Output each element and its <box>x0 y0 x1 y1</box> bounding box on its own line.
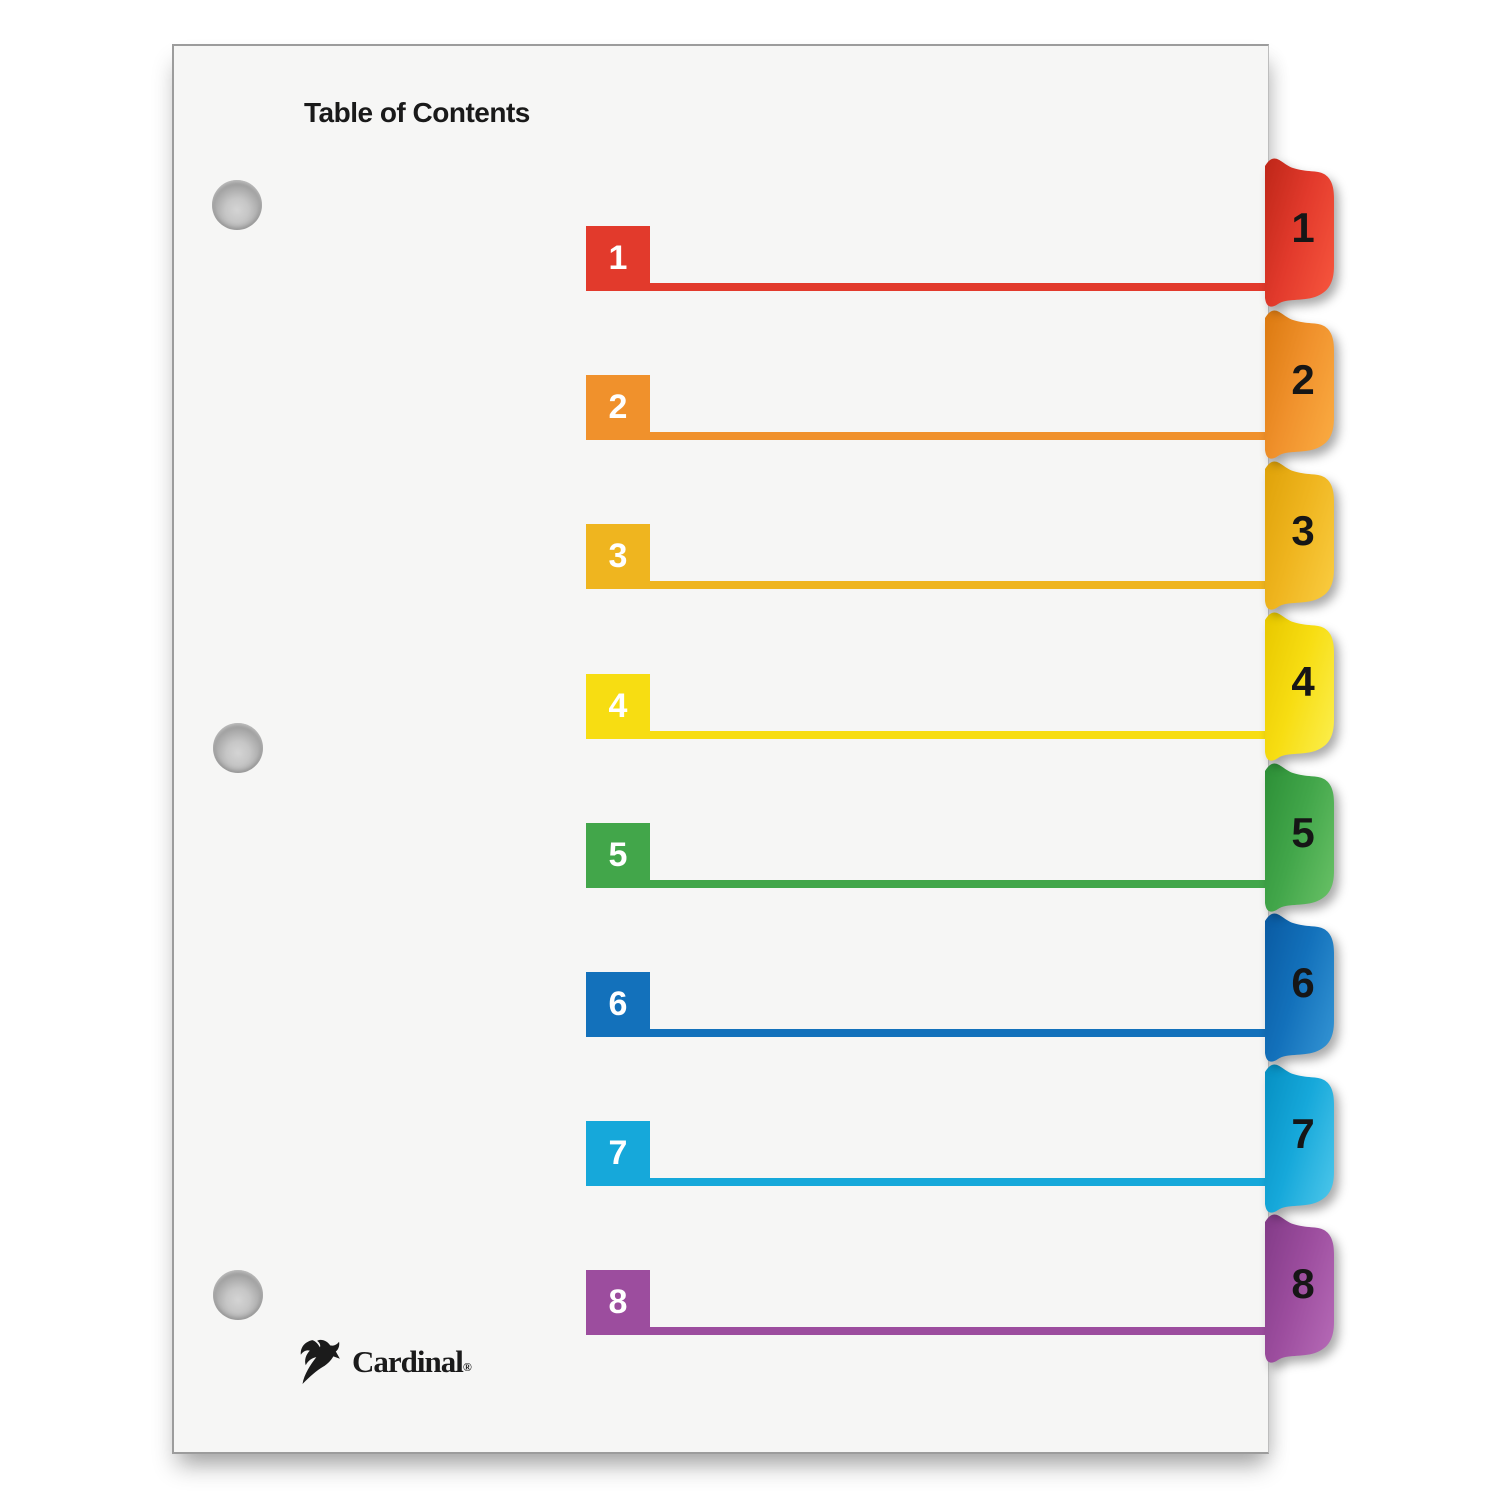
index-tab-6: 6 <box>1265 903 1337 1067</box>
toc-row-1: 1 <box>586 226 1268 291</box>
toc-row-7: 7 <box>586 1121 1268 1186</box>
cardinal-bird-icon <box>300 1339 340 1384</box>
brand-name: Cardinal® <box>352 1344 472 1379</box>
tab-shape <box>1265 158 1334 307</box>
section-number: 2 <box>608 388 628 426</box>
section-number-box: 5 <box>586 823 650 888</box>
section-number: 3 <box>608 537 628 575</box>
tab-number: 8 <box>1291 1260 1315 1307</box>
tab-number: 4 <box>1291 658 1315 705</box>
tab-number: 6 <box>1291 959 1315 1006</box>
toc-row-8: 8 <box>586 1270 1268 1335</box>
section-number: 1 <box>608 239 628 277</box>
tab-shape <box>1265 913 1334 1062</box>
section-number-box: 8 <box>586 1270 650 1335</box>
tab-number: 7 <box>1291 1110 1315 1157</box>
section-number-box: 7 <box>586 1121 650 1186</box>
section-rule-line <box>650 731 1268 739</box>
tab-number: 3 <box>1291 507 1315 554</box>
tab-number: 1 <box>1291 204 1315 251</box>
index-tab-2: 2 <box>1265 300 1337 464</box>
brand-logo: Cardinal® <box>296 1336 472 1388</box>
punch-hole-top <box>212 180 262 230</box>
tab-number: 5 <box>1291 809 1315 856</box>
tab-shape <box>1265 1064 1334 1213</box>
section-rule-line <box>650 581 1268 589</box>
index-tab-5: 5 <box>1265 753 1337 917</box>
section-rule-line <box>650 1178 1268 1186</box>
toc-row-6: 6 <box>586 972 1268 1037</box>
section-rule-line <box>650 432 1268 440</box>
tab-number: 2 <box>1291 356 1315 403</box>
tab-shape <box>1265 612 1334 761</box>
index-tab-4: 4 <box>1265 602 1337 766</box>
index-tab-7: 7 <box>1265 1054 1337 1218</box>
section-rule-line <box>650 1327 1268 1335</box>
index-tab-1: 1 <box>1265 148 1337 312</box>
punch-hole-bottom <box>213 1270 263 1320</box>
index-tab-3: 3 <box>1265 451 1337 615</box>
tab-shape <box>1265 310 1334 459</box>
toc-row-2: 2 <box>586 375 1268 440</box>
section-number: 7 <box>608 1134 628 1172</box>
section-number-box: 4 <box>586 674 650 739</box>
section-rule-line <box>650 283 1268 291</box>
tab-shape <box>1265 763 1334 912</box>
toc-row-5: 5 <box>586 823 1268 888</box>
page-title: Table of Contents <box>304 97 530 128</box>
section-number-box: 2 <box>586 375 650 440</box>
registered-trademark-icon: ® <box>462 1360 472 1374</box>
section-rule-line <box>650 880 1268 888</box>
section-rule-line <box>650 1029 1268 1037</box>
index-tab-8: 8 <box>1265 1204 1337 1368</box>
section-number-box: 3 <box>586 524 650 589</box>
divider-sheet <box>172 44 1269 1454</box>
tab-shape <box>1265 1214 1334 1363</box>
section-number: 4 <box>608 687 628 725</box>
section-number-box: 1 <box>586 226 650 291</box>
tab-shape <box>1265 461 1334 610</box>
punch-hole-middle <box>213 723 263 773</box>
section-number-box: 6 <box>586 972 650 1037</box>
toc-row-4: 4 <box>586 674 1268 739</box>
section-number: 6 <box>608 985 628 1023</box>
toc-row-3: 3 <box>586 524 1268 589</box>
section-number: 5 <box>608 836 628 874</box>
section-number: 8 <box>608 1283 628 1321</box>
